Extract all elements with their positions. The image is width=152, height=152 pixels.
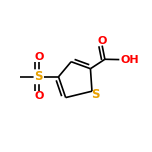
- Text: O: O: [97, 36, 107, 46]
- Text: S: S: [35, 70, 43, 83]
- Text: S: S: [91, 88, 100, 102]
- Text: O: O: [34, 52, 43, 62]
- Text: OH: OH: [120, 55, 139, 65]
- Text: O: O: [34, 91, 43, 101]
